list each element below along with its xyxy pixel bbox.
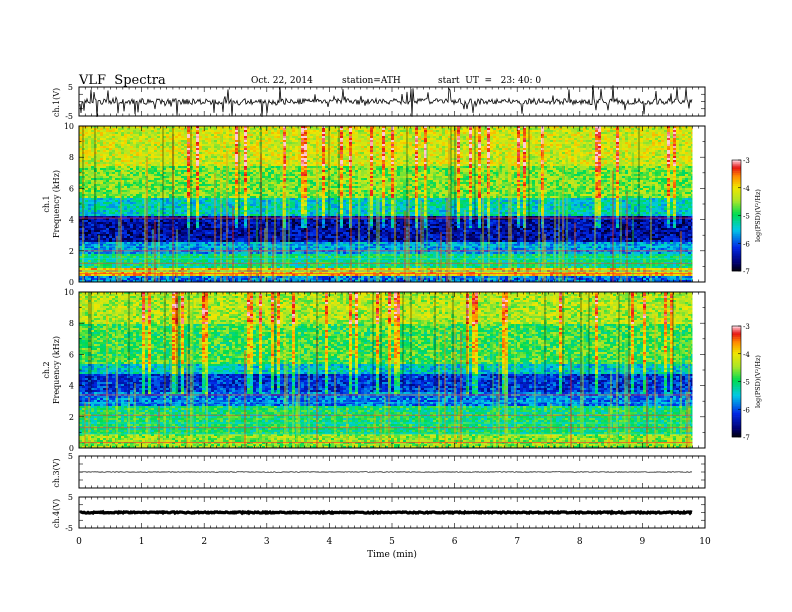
colorbar-label: log(PSD)(V²/Hz)	[754, 189, 762, 242]
x-tick-label: 7	[514, 537, 520, 547]
y-axis-label: Frequency (kHz)	[52, 170, 61, 238]
colorbar-tick-label: -3	[743, 157, 750, 165]
signal-trace	[80, 472, 692, 473]
y-tick-label: 4	[69, 382, 74, 391]
colorbar-label: log(PSD)(V²/Hz)	[754, 355, 762, 408]
colorbar-tick-label: -7	[743, 268, 750, 276]
y-axis-label: ch.1(V)	[52, 88, 61, 117]
ch1-spectrogram-image	[79, 126, 705, 282]
x-tick-label: 9	[640, 537, 646, 547]
signal-trace	[80, 512, 692, 513]
ch2-spectrogram-colorbar: -3 -4 -5 -6 -7 log(PSD)(V²/Hz)	[732, 323, 762, 442]
y-tick-label: 2	[69, 413, 74, 422]
x-tick-label: 1	[139, 537, 145, 547]
y-tick-label: 6	[69, 184, 74, 193]
vlf-spectra-figure: 5-5ch.1(V)0246810ch.1 Frequency (kHz)-3-4…	[0, 0, 792, 612]
y-tick-label: 10	[64, 288, 74, 297]
y-tick-label: 4	[69, 216, 74, 225]
colorbar-tick-label: -7	[743, 434, 750, 442]
y-tick-label: 0	[69, 278, 74, 287]
x-tick-label: 0	[76, 537, 82, 547]
x-tick-label: 2	[201, 537, 207, 547]
y-tick-label: 5	[68, 452, 73, 461]
ch4-waveform-frame: 5 -5 ch.4(V)	[52, 493, 705, 533]
x-axis-label: Time (min)	[367, 549, 417, 560]
x-tick-label: 8	[577, 537, 583, 547]
y-tick-label: 10	[64, 122, 74, 131]
y-axis-label: ch.4(V)	[52, 499, 61, 528]
ch1-spectrogram-colorbar: -3 -4 -5 -6 -7 log(PSD)(V²/Hz)	[732, 157, 762, 276]
y-axis-label: ch.1	[42, 195, 51, 212]
y-tick-label: 5	[68, 493, 73, 502]
y-tick-label: 2	[69, 247, 74, 256]
y-tick-label: 8	[69, 319, 74, 328]
x-tick-label: 6	[452, 537, 458, 547]
ch1-waveform-frame: 5 -5 ch.1(V)	[52, 83, 705, 121]
x-tick-label: 4	[327, 537, 333, 547]
y-tick-label: 8	[69, 153, 74, 162]
colorbar-tick-label: -5	[743, 379, 750, 387]
colorbar-tick-label: -5	[743, 213, 750, 221]
y-tick-label: 6	[69, 350, 74, 359]
y-tick-label: -5	[65, 112, 73, 121]
colorbar-tick-label: -6	[743, 240, 750, 248]
ch2-spectrogram-image	[79, 292, 705, 448]
colorbar-tick-label: -3	[743, 323, 750, 331]
colorbar-tick-label: -4	[743, 185, 750, 193]
ch3-waveform-frame: 5 ch.3(V)	[52, 452, 705, 488]
y-axis-label: Frequency (kHz)	[52, 336, 61, 404]
y-tick-label: 5	[68, 83, 73, 92]
x-tick-label: 10	[699, 537, 711, 547]
x-tick-label: 5	[389, 537, 395, 547]
y-axis-label: ch.3(V)	[52, 458, 61, 487]
y-tick-label: -5	[65, 524, 73, 533]
signal-trace	[80, 85, 692, 117]
colorbar-tick-label: -4	[743, 351, 750, 359]
y-axis-label: ch.2	[42, 361, 51, 378]
x-tick-label: 3	[264, 537, 270, 547]
colorbar-tick-label: -6	[743, 406, 750, 414]
